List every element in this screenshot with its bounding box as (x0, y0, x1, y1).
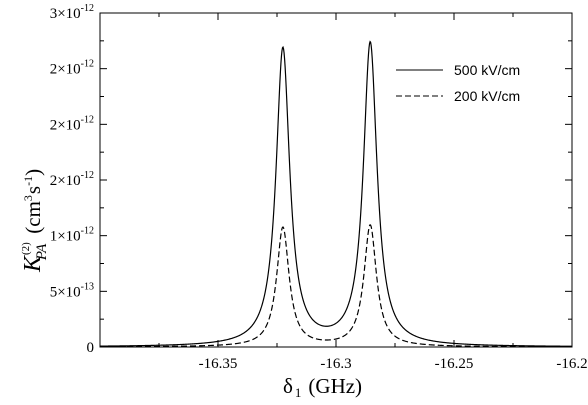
y-axis-unit-exp1: 3 (21, 195, 35, 201)
y-tick-exponent: -12 (81, 170, 94, 181)
series-line-1 (100, 223, 572, 348)
series-line-0 (100, 40, 572, 347)
axis-ticks (100, 12, 573, 348)
y-tick-exponent: -13 (81, 281, 94, 292)
y-tick-label: 2×10-12 (50, 170, 94, 189)
y-tick-exponent: -12 (81, 59, 94, 70)
y-axis-unit-open: (cm (21, 201, 45, 234)
x-tick-label: -16.25 (435, 356, 474, 372)
legend-label-200: 200 kV/cm (454, 88, 520, 104)
y-axis-title: K(2) PA (cm3s-1) (20, 169, 50, 273)
x-tick-label: -16.3 (320, 356, 351, 372)
x-axis-symbol: δ (283, 374, 293, 398)
y-tick-exponent: -12 (81, 226, 94, 237)
y-tick-label: 2×10-12 (50, 59, 94, 78)
x-axis-subscript: 1 (295, 385, 302, 400)
y-tick-mantissa: 5×10 (50, 284, 81, 300)
y-tick-mantissa: 2×10 (50, 62, 81, 78)
x-tick-label: -16.2 (556, 356, 587, 372)
y-tick-exponent: -12 (81, 114, 94, 125)
y-tick-mantissa: 1×10 (50, 229, 81, 245)
y-tick-label: 2×10-12 (50, 114, 94, 133)
y-tick-label: 5×10-13 (50, 281, 94, 300)
y-axis-subscript: PA (34, 243, 50, 261)
y-axis-unit-close: ) (21, 169, 45, 176)
y-tick-mantissa: 3×10 (50, 6, 81, 22)
y-tick-label: 3×10-12 (50, 3, 94, 22)
x-axis-title: δ 1 (GHz) (283, 374, 362, 400)
y-tick-mantissa: 2×10 (50, 117, 81, 133)
x-axis-unit: (GHz) (308, 374, 362, 398)
legend-label-500: 500 kV/cm (454, 62, 520, 78)
y-axis-superscript: (2) (20, 242, 32, 255)
y-axis-unit-exp2: -1 (21, 176, 35, 186)
y-tick-exponent: -12 (81, 3, 94, 14)
tick-labels: -16.35 -16.3 -16.25 -16.205×10-131×10-122×1… (50, 3, 588, 372)
y-tick-label: 1×10-12 (50, 226, 94, 245)
x-tick-label: -16.35 (199, 356, 238, 372)
y-tick-label: 0 (87, 340, 95, 356)
y-axis-symbol: K (20, 254, 46, 273)
series-curves (100, 40, 572, 348)
legend: 500 kV/cm 200 kV/cm (396, 62, 520, 104)
y-tick-mantissa: 2×10 (50, 173, 81, 189)
y-axis-unit-mid: s (21, 186, 45, 194)
